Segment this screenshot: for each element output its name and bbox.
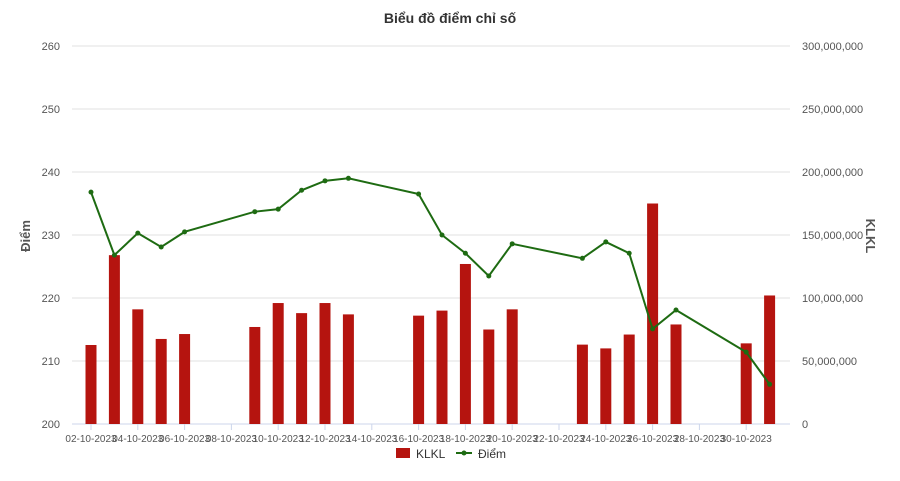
bar-klkl[interactable]	[132, 309, 144, 424]
point-diem[interactable]	[743, 349, 749, 355]
point-diem[interactable]	[603, 239, 609, 245]
point-diem[interactable]	[158, 244, 164, 250]
x-tick-label: 24-10-2023	[580, 434, 632, 445]
chart-title: Biểu đồ điểm chỉ số	[384, 10, 517, 26]
y-right-tick-label: 50,000,000	[802, 356, 857, 368]
bar-klkl[interactable]	[576, 344, 588, 424]
point-diem[interactable]	[509, 241, 515, 247]
x-tick-label: 02-10-2023	[65, 434, 117, 445]
bar-klkl[interactable]	[483, 329, 495, 425]
y-left-tick-label: 240	[42, 167, 60, 179]
point-diem[interactable]	[439, 232, 445, 238]
bar-klkl[interactable]	[319, 303, 331, 424]
x-tick-label: 14-10-2023	[346, 434, 398, 445]
bar-klkl[interactable]	[670, 324, 682, 424]
y-left-tick-label: 250	[42, 104, 60, 116]
x-tick-label: 12-10-2023	[299, 434, 351, 445]
y-right-tick-label: 200,000,000	[802, 167, 863, 179]
y-left-tick-label: 200	[42, 419, 60, 431]
y-axis-left-label: Điểm	[18, 220, 33, 252]
bar-klkl[interactable]	[272, 303, 284, 424]
x-tick-label: 20-10-2023	[487, 434, 539, 445]
point-diem[interactable]	[462, 250, 468, 256]
x-tick-label: 28-10-2023	[674, 434, 726, 445]
point-diem[interactable]	[299, 187, 305, 193]
point-diem[interactable]	[88, 189, 94, 195]
x-tick-label: 06-10-2023	[159, 434, 211, 445]
y-left-tick-label: 210	[42, 356, 60, 368]
bar-klkl[interactable]	[413, 315, 425, 424]
bar-klkl[interactable]	[647, 203, 659, 425]
y-left-tick-label: 230	[42, 230, 60, 242]
y-right-tick-label: 0	[802, 419, 808, 431]
x-tick-label: 22-10-2023	[533, 434, 585, 445]
bar-klkl[interactable]	[296, 313, 308, 424]
y-right-tick-label: 300,000,000	[802, 41, 863, 53]
point-diem[interactable]	[275, 206, 281, 212]
bar-klkl[interactable]	[342, 314, 354, 424]
x-tick-label: 04-10-2023	[112, 434, 164, 445]
bar-klkl[interactable]	[155, 338, 167, 424]
y-right-tick-label: 250,000,000	[802, 104, 863, 116]
point-diem[interactable]	[767, 381, 773, 387]
bar-klkl[interactable]	[85, 344, 97, 424]
point-diem[interactable]	[182, 229, 188, 235]
point-diem[interactable]	[673, 307, 679, 313]
point-diem[interactable]	[650, 326, 656, 332]
legend: KLKL Điểm	[396, 447, 506, 461]
x-tick-label: 26-10-2023	[627, 434, 679, 445]
bar-klkl[interactable]	[506, 309, 518, 424]
x-tick-label: 30-10-2023	[721, 434, 773, 445]
point-diem[interactable]	[626, 250, 632, 256]
y-right-tick-label: 100,000,000	[802, 293, 863, 305]
bar-klkl[interactable]	[740, 343, 752, 424]
bar-klkl[interactable]	[108, 255, 120, 424]
bar-klkl[interactable]	[623, 334, 635, 424]
x-tick-label: 10-10-2023	[253, 434, 305, 445]
legend-item-klkl[interactable]: KLKL	[416, 447, 446, 461]
bar-klkl[interactable]	[764, 295, 776, 424]
line-diem	[90, 177, 771, 385]
bar-klkl[interactable]	[459, 263, 471, 424]
point-diem[interactable]	[135, 230, 141, 236]
x-tick-label: 16-10-2023	[393, 434, 445, 445]
point-diem[interactable]	[252, 209, 258, 215]
bar-klkl[interactable]	[436, 310, 448, 424]
point-diem[interactable]	[486, 273, 492, 279]
point-diem[interactable]	[111, 252, 117, 258]
point-diem[interactable]	[416, 191, 422, 197]
bar-klkl[interactable]	[179, 334, 191, 424]
y-left-tick-label: 260	[42, 41, 60, 53]
legend-line-marker	[461, 450, 467, 456]
legend-item-diem[interactable]: Điểm	[478, 447, 506, 461]
bar-klkl[interactable]	[249, 326, 261, 424]
point-diem[interactable]	[322, 178, 328, 184]
x-tick-label: 08-10-2023	[206, 434, 258, 445]
legend-bar-swatch	[396, 448, 410, 458]
y-axis-right-label: KLKL	[863, 219, 878, 254]
point-diem[interactable]	[579, 255, 585, 261]
y-right-tick-label: 150,000,000	[802, 230, 863, 242]
bar-klkl[interactable]	[600, 348, 612, 424]
x-tick-label: 18-10-2023	[440, 434, 492, 445]
point-diem[interactable]	[345, 175, 351, 181]
y-left-tick-label: 220	[42, 293, 60, 305]
